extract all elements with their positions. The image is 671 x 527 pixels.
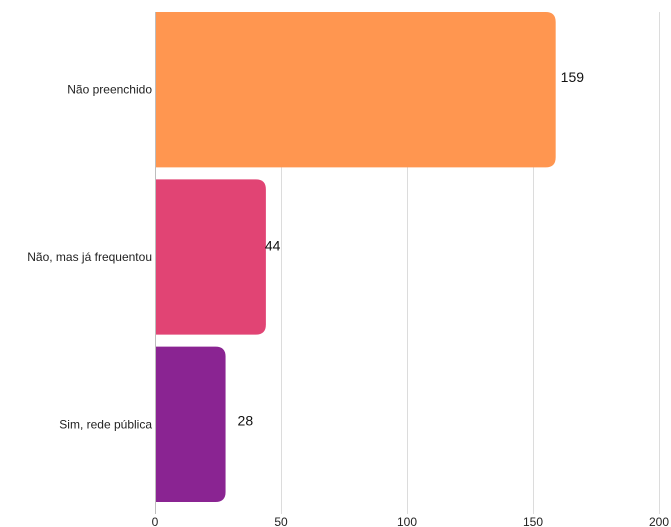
x-tick-label: 100 xyxy=(397,515,417,527)
value-label: 159 xyxy=(561,69,585,85)
bar-1 xyxy=(156,12,556,168)
category-label: Não preenchido xyxy=(67,83,152,97)
bars-group xyxy=(156,12,556,502)
labels-group: 0 50 100 150 200 Não preenchido 159 Não, mas já… xyxy=(27,69,669,527)
bar-2 xyxy=(156,179,266,335)
x-tick-label: 200 xyxy=(649,515,669,527)
category-label: Não, mas já frequentou xyxy=(27,250,152,264)
category-label: Sim, rede pública xyxy=(59,417,152,431)
bar-3 xyxy=(156,346,226,502)
x-tick-label: 150 xyxy=(523,515,543,527)
x-tick-label: 0 xyxy=(152,515,159,527)
value-label: 44 xyxy=(265,237,281,253)
value-label: 28 xyxy=(238,413,254,429)
x-tick-label: 50 xyxy=(274,515,288,527)
